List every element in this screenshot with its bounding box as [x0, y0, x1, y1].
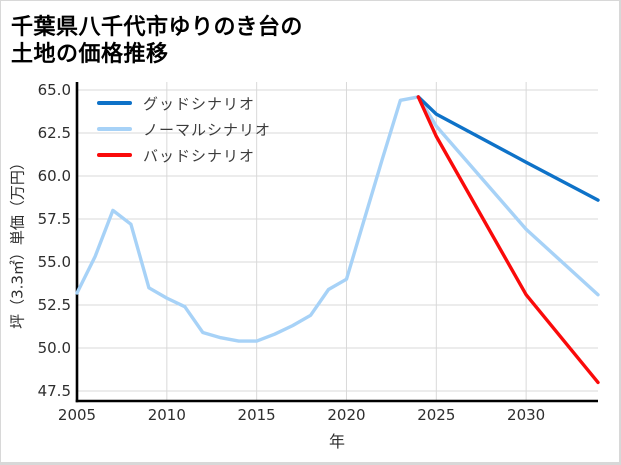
x-tick-label: 2030: [507, 406, 546, 424]
legend-label: グッドシナリオ: [143, 94, 256, 113]
y-tick-label: 55.0: [37, 253, 71, 271]
chart-title: 千葉県八千代市ゆりのき台の 土地の価格推移: [11, 14, 303, 68]
x-tick-label: 2005: [57, 406, 97, 424]
legend-item: グッドシナリオ: [97, 90, 271, 116]
y-tick-label: 60.0: [37, 167, 71, 185]
legend-label: バッドシナリオ: [143, 146, 256, 165]
x-tick-label: 2010: [147, 406, 186, 424]
y-tick-label: 57.5: [37, 210, 71, 228]
legend-line-swatch: [97, 127, 132, 131]
y-tick-label: 52.5: [37, 296, 71, 314]
legend-item: ノーマルシナリオ: [97, 116, 271, 142]
y-tick-label: 50.0: [37, 339, 71, 357]
y-tick-label: 47.5: [37, 382, 71, 400]
series-line-good-scenario: [416, 95, 600, 202]
x-axis-label: 年: [328, 432, 345, 451]
legend-line-swatch: [97, 101, 132, 105]
y-axis-label: 坪（3.3㎡）単価（万円）: [8, 155, 27, 329]
x-tick-label: 2020: [327, 406, 366, 424]
legend-item: バッドシナリオ: [97, 142, 271, 168]
chart-legend: グッドシナリオ ノーマルシナリオ バッドシナリオ: [97, 90, 271, 168]
x-tick-label: 2015: [237, 406, 276, 424]
series-line-bad-scenario: [416, 95, 600, 385]
y-tick-label: 65.0: [37, 81, 71, 99]
x-tick-label: 2025: [417, 406, 456, 424]
series-line-normal-scenario: [75, 95, 600, 343]
legend-line-swatch: [97, 153, 132, 157]
chart-title-line1: 千葉県八千代市ゆりのき台の: [11, 15, 303, 40]
y-tick-label: 62.5: [37, 124, 71, 142]
legend-label: ノーマルシナリオ: [143, 120, 272, 139]
chart-title-line2: 土地の価格推移: [11, 42, 169, 67]
